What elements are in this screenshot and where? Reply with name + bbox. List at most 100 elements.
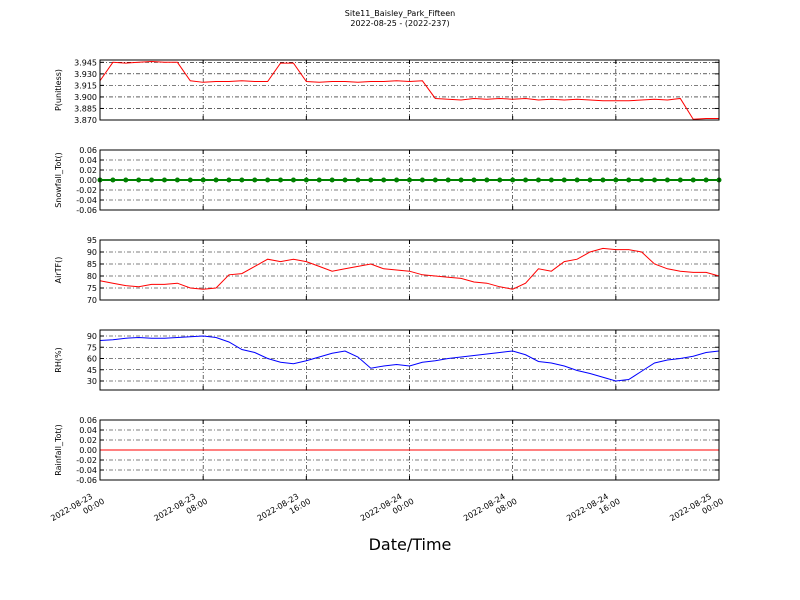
axes-frame — [99, 419, 720, 481]
data-point — [342, 177, 348, 183]
y-tick-label: 0.02 — [79, 436, 97, 445]
data-point — [226, 177, 232, 183]
y-tick-label: 95 — [87, 236, 97, 245]
data-point — [239, 177, 245, 183]
data-point — [613, 177, 619, 183]
data-point — [458, 177, 464, 183]
y-tick-label: 70 — [87, 296, 97, 305]
data-point — [381, 177, 387, 183]
y-tick-label: 3.945 — [74, 58, 97, 67]
x-tick-label: 2022-08-2500:00 — [668, 488, 725, 532]
y-tick-label: 0.04 — [79, 426, 97, 435]
data-point — [303, 177, 309, 183]
data-point — [290, 177, 296, 183]
y-axis-label: RH(%) — [54, 347, 63, 372]
data-point — [600, 177, 606, 183]
y-axis-label: AirTF() — [54, 257, 63, 284]
axes-frame — [99, 239, 720, 301]
y-tick-label: 45 — [87, 366, 97, 375]
data-point — [639, 177, 645, 183]
data-line — [99, 335, 720, 382]
data-point — [149, 177, 155, 183]
data-point — [110, 177, 116, 183]
axes-frame — [99, 59, 720, 121]
data-point — [174, 177, 180, 183]
y-tick-label: 3.870 — [74, 116, 97, 125]
y-tick-label: 90 — [87, 332, 97, 341]
data-point — [652, 177, 658, 183]
x-axis-label: Date/Time — [369, 535, 452, 554]
x-tick-label: 2022-08-2408:00 — [462, 488, 519, 532]
data-point — [432, 177, 438, 183]
data-point — [484, 177, 490, 183]
y-tick-label: 0.00 — [79, 176, 97, 185]
data-line — [99, 61, 719, 120]
y-tick-label: 90 — [87, 248, 97, 257]
y-tick-label: -0.04 — [76, 466, 97, 475]
data-point — [548, 177, 554, 183]
y-tick-label: 3.930 — [74, 70, 97, 79]
y-tick-label: 60 — [87, 355, 97, 364]
data-point — [419, 177, 425, 183]
data-point — [535, 177, 541, 183]
y-tick-label: 75 — [87, 343, 97, 352]
axes-frame — [99, 149, 720, 211]
axes-frame — [99, 329, 720, 391]
data-point — [497, 177, 503, 183]
y-tick-label: -0.04 — [76, 196, 97, 205]
y-tick-label: 80 — [87, 272, 97, 281]
chart-title: Site11_Baisley_Park_Fifteen — [345, 9, 455, 18]
data-point — [187, 177, 193, 183]
data-point — [445, 177, 451, 183]
data-point — [265, 177, 271, 183]
data-point — [278, 177, 284, 183]
data-point — [690, 177, 696, 183]
x-tick-label: 2022-08-2300:00 — [49, 488, 106, 532]
x-tick-label: 2022-08-2316:00 — [256, 488, 313, 532]
data-line — [99, 247, 720, 290]
data-point — [368, 177, 374, 183]
x-tick-label: 2022-08-2416:00 — [565, 488, 622, 532]
data-point — [510, 177, 516, 183]
x-tick-label: 2022-08-2400:00 — [359, 488, 416, 532]
data-point — [213, 177, 219, 183]
data-point — [394, 177, 400, 183]
data-point — [329, 177, 335, 183]
y-tick-label: 0.04 — [79, 156, 97, 165]
data-point — [252, 177, 258, 183]
data-point — [471, 177, 477, 183]
y-tick-label: -0.06 — [76, 206, 97, 215]
data-point — [523, 177, 529, 183]
y-tick-label: 3.885 — [74, 104, 97, 113]
data-point — [407, 177, 412, 183]
y-tick-label: 0.06 — [79, 146, 97, 155]
data-point — [123, 177, 129, 183]
data-point — [161, 177, 167, 183]
y-tick-label: -0.02 — [76, 456, 97, 465]
y-tick-label: 0.02 — [79, 166, 97, 175]
data-point — [355, 177, 361, 183]
y-tick-label: 3.915 — [74, 81, 97, 90]
y-tick-label: 30 — [87, 377, 97, 386]
y-tick-label: 85 — [87, 260, 97, 269]
data-point — [136, 177, 142, 183]
data-point — [316, 177, 322, 183]
data-point — [574, 177, 580, 183]
data-point — [703, 177, 709, 183]
chart-subtitle: 2022-08-25 - (2022-237) — [350, 19, 449, 28]
y-tick-label: 0.06 — [79, 416, 97, 425]
data-point — [561, 177, 567, 183]
y-tick-label: 3.900 — [74, 93, 97, 102]
y-tick-label: -0.02 — [76, 186, 97, 195]
y-tick-label: -0.06 — [76, 476, 97, 485]
y-axis-label: Rainfall_Tot() — [54, 424, 63, 476]
y-tick-label: 0.00 — [79, 446, 97, 455]
data-point — [587, 177, 593, 183]
data-point — [200, 177, 206, 183]
y-axis-label: Snowfall_Tot() — [54, 152, 63, 208]
y-tick-label: 75 — [87, 284, 97, 293]
y-axis-label: P(unitless) — [54, 69, 63, 111]
x-tick-label: 2022-08-2308:00 — [152, 488, 209, 532]
